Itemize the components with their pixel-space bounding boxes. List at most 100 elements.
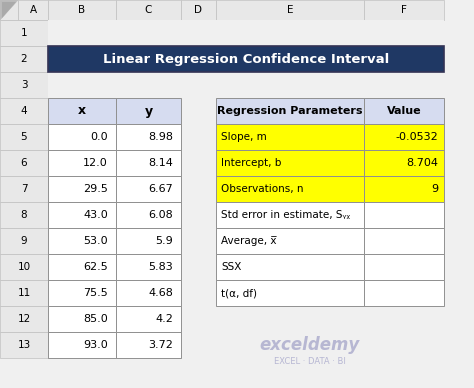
Bar [48,98,116,124]
Text: E: E [287,5,293,15]
Bar [48,280,116,306]
Bar [364,332,444,358]
Bar [48,124,116,150]
Text: 6.67: 6.67 [148,184,173,194]
Text: 6.08: 6.08 [148,210,173,220]
Bar [364,202,444,228]
Text: Observations, n: Observations, n [221,184,303,194]
Text: 9: 9 [21,236,27,246]
Text: 8.14: 8.14 [148,158,173,168]
Bar [0,98,48,124]
Bar [116,228,181,254]
Bar [216,176,364,202]
Bar [48,332,116,358]
Text: 7: 7 [21,184,27,194]
Text: EXCEL · DATA · BI: EXCEL · DATA · BI [274,357,346,365]
Bar [216,72,364,98]
Bar [116,98,181,124]
Bar [181,150,216,176]
Bar [216,332,364,358]
Text: 3: 3 [21,80,27,90]
Bar [0,280,48,306]
Text: y: y [145,104,153,118]
Text: 11: 11 [18,288,31,298]
Bar [216,124,364,150]
Text: Std error in estimate, Sᵧᵪ: Std error in estimate, Sᵧᵪ [221,210,350,220]
Bar [48,150,116,176]
Bar [364,280,444,306]
Bar [216,0,364,20]
Bar [48,202,116,228]
Polygon shape [2,2,16,18]
Text: Average, x̅: Average, x̅ [221,236,276,246]
Polygon shape [0,0,18,20]
Bar [216,228,364,254]
Text: 4: 4 [21,106,27,116]
Text: Linear Regression Confidence Interval: Linear Regression Confidence Interval [103,52,389,66]
Bar [48,228,116,254]
Bar [48,46,444,72]
Bar [364,124,444,150]
Bar [216,176,364,202]
Bar [48,254,116,280]
Bar [48,46,116,72]
Text: t(α, df): t(α, df) [221,288,257,298]
Bar [364,150,444,176]
Bar [216,254,364,280]
Text: 12: 12 [18,314,31,324]
Text: Value: Value [387,106,421,116]
Text: 5: 5 [21,132,27,142]
Bar [116,46,181,72]
Text: 6: 6 [21,158,27,168]
Bar [364,124,444,150]
Bar [48,72,116,98]
Text: 29.5: 29.5 [83,184,108,194]
Bar [0,20,48,46]
Text: 5.9: 5.9 [155,236,173,246]
Bar [216,150,364,176]
Bar [364,228,444,254]
Bar [48,176,116,202]
Bar [181,228,216,254]
Bar [364,254,444,280]
Bar [216,228,364,254]
Bar [181,332,216,358]
Bar [364,98,444,124]
Text: -0.0532: -0.0532 [395,132,438,142]
Bar [181,306,216,332]
Bar [48,202,116,228]
Bar [181,254,216,280]
Text: Regression Parameters: Regression Parameters [217,106,363,116]
Bar [48,150,116,176]
Bar [48,228,116,254]
Bar [116,280,181,306]
Text: 10: 10 [18,262,30,272]
Bar [364,150,444,176]
Bar [48,306,116,332]
Bar [116,72,181,98]
Text: B: B [78,5,86,15]
Text: SSX: SSX [221,262,241,272]
Bar [216,124,364,150]
Bar [48,254,116,280]
Bar [216,280,364,306]
Bar [364,98,444,124]
Bar [116,124,181,150]
Bar [216,306,364,332]
Bar [116,124,181,150]
Text: D: D [194,5,202,15]
Bar [364,176,444,202]
Bar [116,280,181,306]
Text: 62.5: 62.5 [83,262,108,272]
Text: 8.704: 8.704 [406,158,438,168]
Bar [364,228,444,254]
Bar [364,20,444,46]
Bar [116,332,181,358]
Text: 53.0: 53.0 [83,236,108,246]
Text: 5.83: 5.83 [148,262,173,272]
Bar [181,72,216,98]
Bar [364,0,444,20]
Bar [216,254,364,280]
Text: F: F [401,5,407,15]
Bar [0,150,48,176]
